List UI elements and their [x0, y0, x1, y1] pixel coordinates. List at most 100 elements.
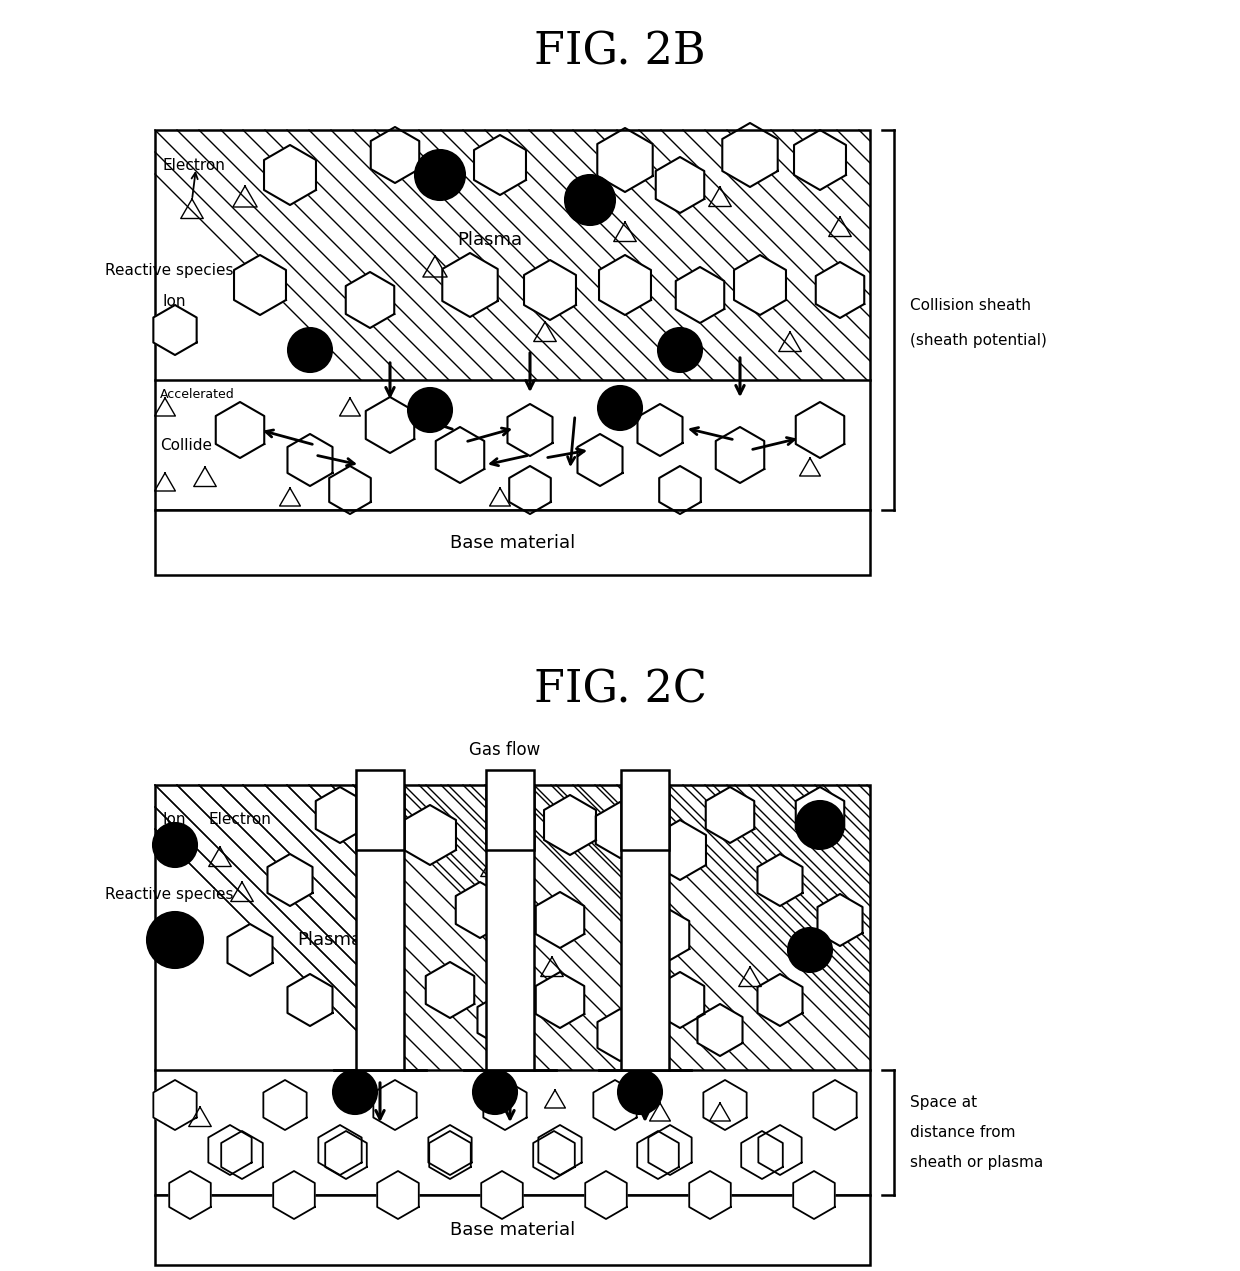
- Polygon shape: [538, 1125, 582, 1174]
- Polygon shape: [656, 158, 704, 214]
- Polygon shape: [325, 1131, 367, 1179]
- Polygon shape: [481, 1171, 523, 1219]
- Polygon shape: [507, 404, 553, 456]
- Text: FIG. 2B: FIG. 2B: [534, 31, 706, 74]
- Polygon shape: [595, 802, 645, 858]
- Text: Reactive species: Reactive species: [105, 887, 233, 902]
- Polygon shape: [637, 1131, 678, 1179]
- Text: FIG. 2C: FIG. 2C: [533, 669, 707, 712]
- Polygon shape: [227, 924, 273, 976]
- Polygon shape: [794, 1171, 835, 1219]
- Text: Base material: Base material: [450, 1221, 575, 1239]
- Polygon shape: [599, 255, 651, 315]
- Polygon shape: [715, 427, 764, 483]
- Polygon shape: [474, 135, 526, 194]
- Polygon shape: [706, 787, 754, 843]
- Polygon shape: [273, 1171, 315, 1219]
- Polygon shape: [154, 1080, 197, 1130]
- Polygon shape: [510, 466, 551, 513]
- Polygon shape: [428, 1125, 471, 1174]
- Polygon shape: [649, 1125, 692, 1174]
- Text: distance from: distance from: [910, 1125, 1016, 1140]
- Polygon shape: [796, 402, 844, 458]
- Polygon shape: [594, 1080, 636, 1130]
- Polygon shape: [484, 1080, 527, 1130]
- Polygon shape: [533, 1131, 575, 1179]
- Polygon shape: [316, 787, 365, 843]
- Polygon shape: [319, 1125, 362, 1174]
- Polygon shape: [263, 1080, 306, 1130]
- Polygon shape: [759, 1125, 801, 1174]
- Circle shape: [148, 913, 203, 969]
- Bar: [155, 1195, 870, 1265]
- Text: Base material: Base material: [450, 534, 575, 552]
- Text: (sheath potential): (sheath potential): [910, 333, 1047, 347]
- Polygon shape: [443, 253, 497, 316]
- Polygon shape: [525, 261, 577, 320]
- Polygon shape: [435, 427, 485, 483]
- Text: sheath or plasma: sheath or plasma: [910, 1155, 1043, 1171]
- Polygon shape: [796, 787, 844, 843]
- Text: Reactive species: Reactive species: [105, 263, 233, 277]
- Polygon shape: [722, 123, 777, 187]
- Polygon shape: [816, 262, 864, 318]
- Polygon shape: [813, 1080, 857, 1130]
- Circle shape: [334, 1070, 377, 1113]
- Text: Accelerated: Accelerated: [160, 388, 234, 400]
- Polygon shape: [676, 267, 724, 323]
- Polygon shape: [598, 128, 652, 192]
- Polygon shape: [456, 882, 505, 938]
- Polygon shape: [641, 907, 689, 963]
- Text: Plasma: Plasma: [458, 231, 522, 249]
- Bar: [356, 770, 404, 850]
- Bar: [155, 130, 870, 510]
- Text: Plasma: Plasma: [298, 930, 362, 949]
- Circle shape: [787, 928, 832, 972]
- Polygon shape: [742, 1131, 782, 1179]
- Polygon shape: [346, 272, 394, 328]
- Text: Ion: Ion: [162, 295, 186, 310]
- Text: Space at: Space at: [910, 1096, 977, 1110]
- Polygon shape: [536, 972, 584, 1028]
- Polygon shape: [637, 404, 682, 456]
- Polygon shape: [477, 994, 522, 1046]
- Bar: [486, 785, 534, 1070]
- Circle shape: [796, 801, 844, 849]
- Polygon shape: [544, 794, 596, 855]
- Polygon shape: [268, 854, 312, 906]
- Circle shape: [408, 388, 453, 432]
- Polygon shape: [169, 1171, 211, 1219]
- Circle shape: [288, 328, 332, 372]
- Text: Electron: Electron: [208, 812, 270, 827]
- Polygon shape: [703, 1080, 746, 1130]
- Polygon shape: [404, 805, 456, 866]
- Polygon shape: [329, 466, 371, 513]
- Polygon shape: [264, 145, 316, 205]
- Circle shape: [415, 150, 465, 200]
- Polygon shape: [371, 127, 419, 183]
- Polygon shape: [288, 974, 332, 1026]
- Bar: [486, 785, 534, 1070]
- Bar: [486, 770, 534, 850]
- Circle shape: [472, 1070, 517, 1113]
- Circle shape: [618, 1070, 662, 1113]
- Polygon shape: [429, 1131, 471, 1179]
- Text: Collide: Collide: [160, 437, 212, 452]
- Bar: [356, 785, 404, 1070]
- Polygon shape: [758, 854, 802, 906]
- Text: Collision sheath: Collision sheath: [910, 297, 1030, 313]
- Bar: [621, 770, 670, 850]
- Polygon shape: [373, 1080, 417, 1130]
- Polygon shape: [216, 402, 264, 458]
- Text: Gas flow: Gas flow: [470, 741, 541, 759]
- Circle shape: [153, 824, 197, 867]
- Polygon shape: [656, 972, 704, 1028]
- Circle shape: [598, 386, 642, 430]
- Polygon shape: [598, 1009, 642, 1061]
- Polygon shape: [689, 1171, 730, 1219]
- Polygon shape: [697, 1004, 743, 1056]
- Polygon shape: [377, 1171, 419, 1219]
- Bar: [621, 785, 670, 1070]
- Polygon shape: [758, 974, 802, 1026]
- Polygon shape: [734, 255, 786, 315]
